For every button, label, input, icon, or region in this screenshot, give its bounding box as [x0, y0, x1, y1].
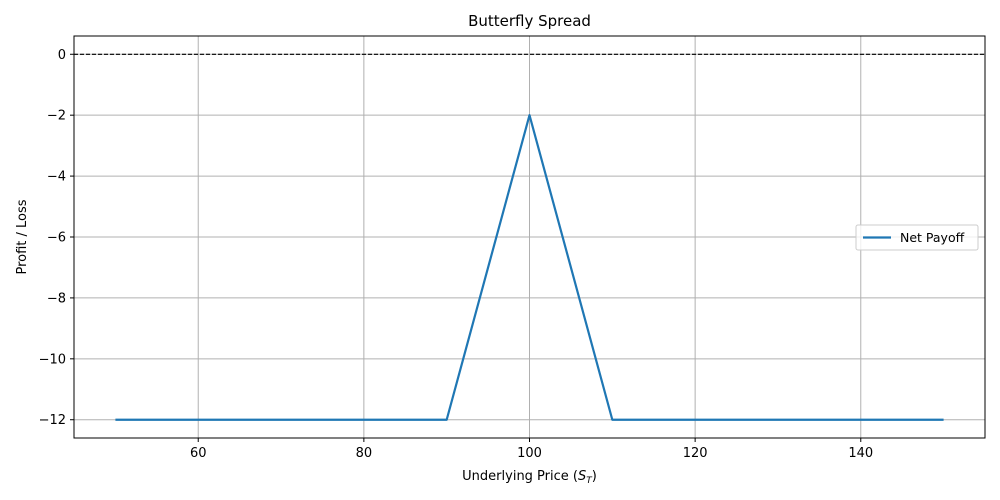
x-tick-label: 140	[848, 446, 873, 461]
x-axis-label-close: )	[592, 469, 597, 484]
x-axis-label-subscript: T	[586, 476, 593, 486]
x-tick-label: 120	[683, 446, 708, 461]
y-axis-label: Profit / Loss	[15, 199, 30, 274]
x-axis-label-main: Underlying Price (	[462, 469, 578, 484]
y-tick-label: −4	[47, 170, 66, 185]
x-axis-label-symbol: S	[578, 469, 586, 484]
y-axis-ticks: 0 −2 −4 −6 −8 −10 −12	[39, 48, 74, 428]
chart-title: Butterfly Spread	[468, 12, 591, 30]
y-tick-label: −6	[47, 231, 66, 246]
series-line-0	[115, 114, 944, 421]
y-tick-label: 0	[58, 48, 66, 63]
y-tick-label: −8	[47, 291, 66, 306]
y-tick-label: −12	[39, 413, 66, 428]
legend-box	[855, 224, 979, 251]
x-tick-label: 60	[190, 446, 207, 461]
grid	[74, 36, 985, 438]
x-axis-label: Underlying Price (ST)	[462, 469, 597, 486]
x-axis-ticks: 60 80 100 120 140	[190, 438, 873, 461]
series-layer	[115, 114, 944, 421]
x-tick-label: 80	[356, 446, 373, 461]
legend: Net Payoff	[855, 224, 979, 251]
y-tick-label: −10	[39, 352, 66, 367]
y-tick-label: −2	[47, 109, 66, 124]
x-tick-label: 100	[517, 446, 542, 461]
legend-label-net-payoff: Net Payoff	[900, 230, 965, 245]
